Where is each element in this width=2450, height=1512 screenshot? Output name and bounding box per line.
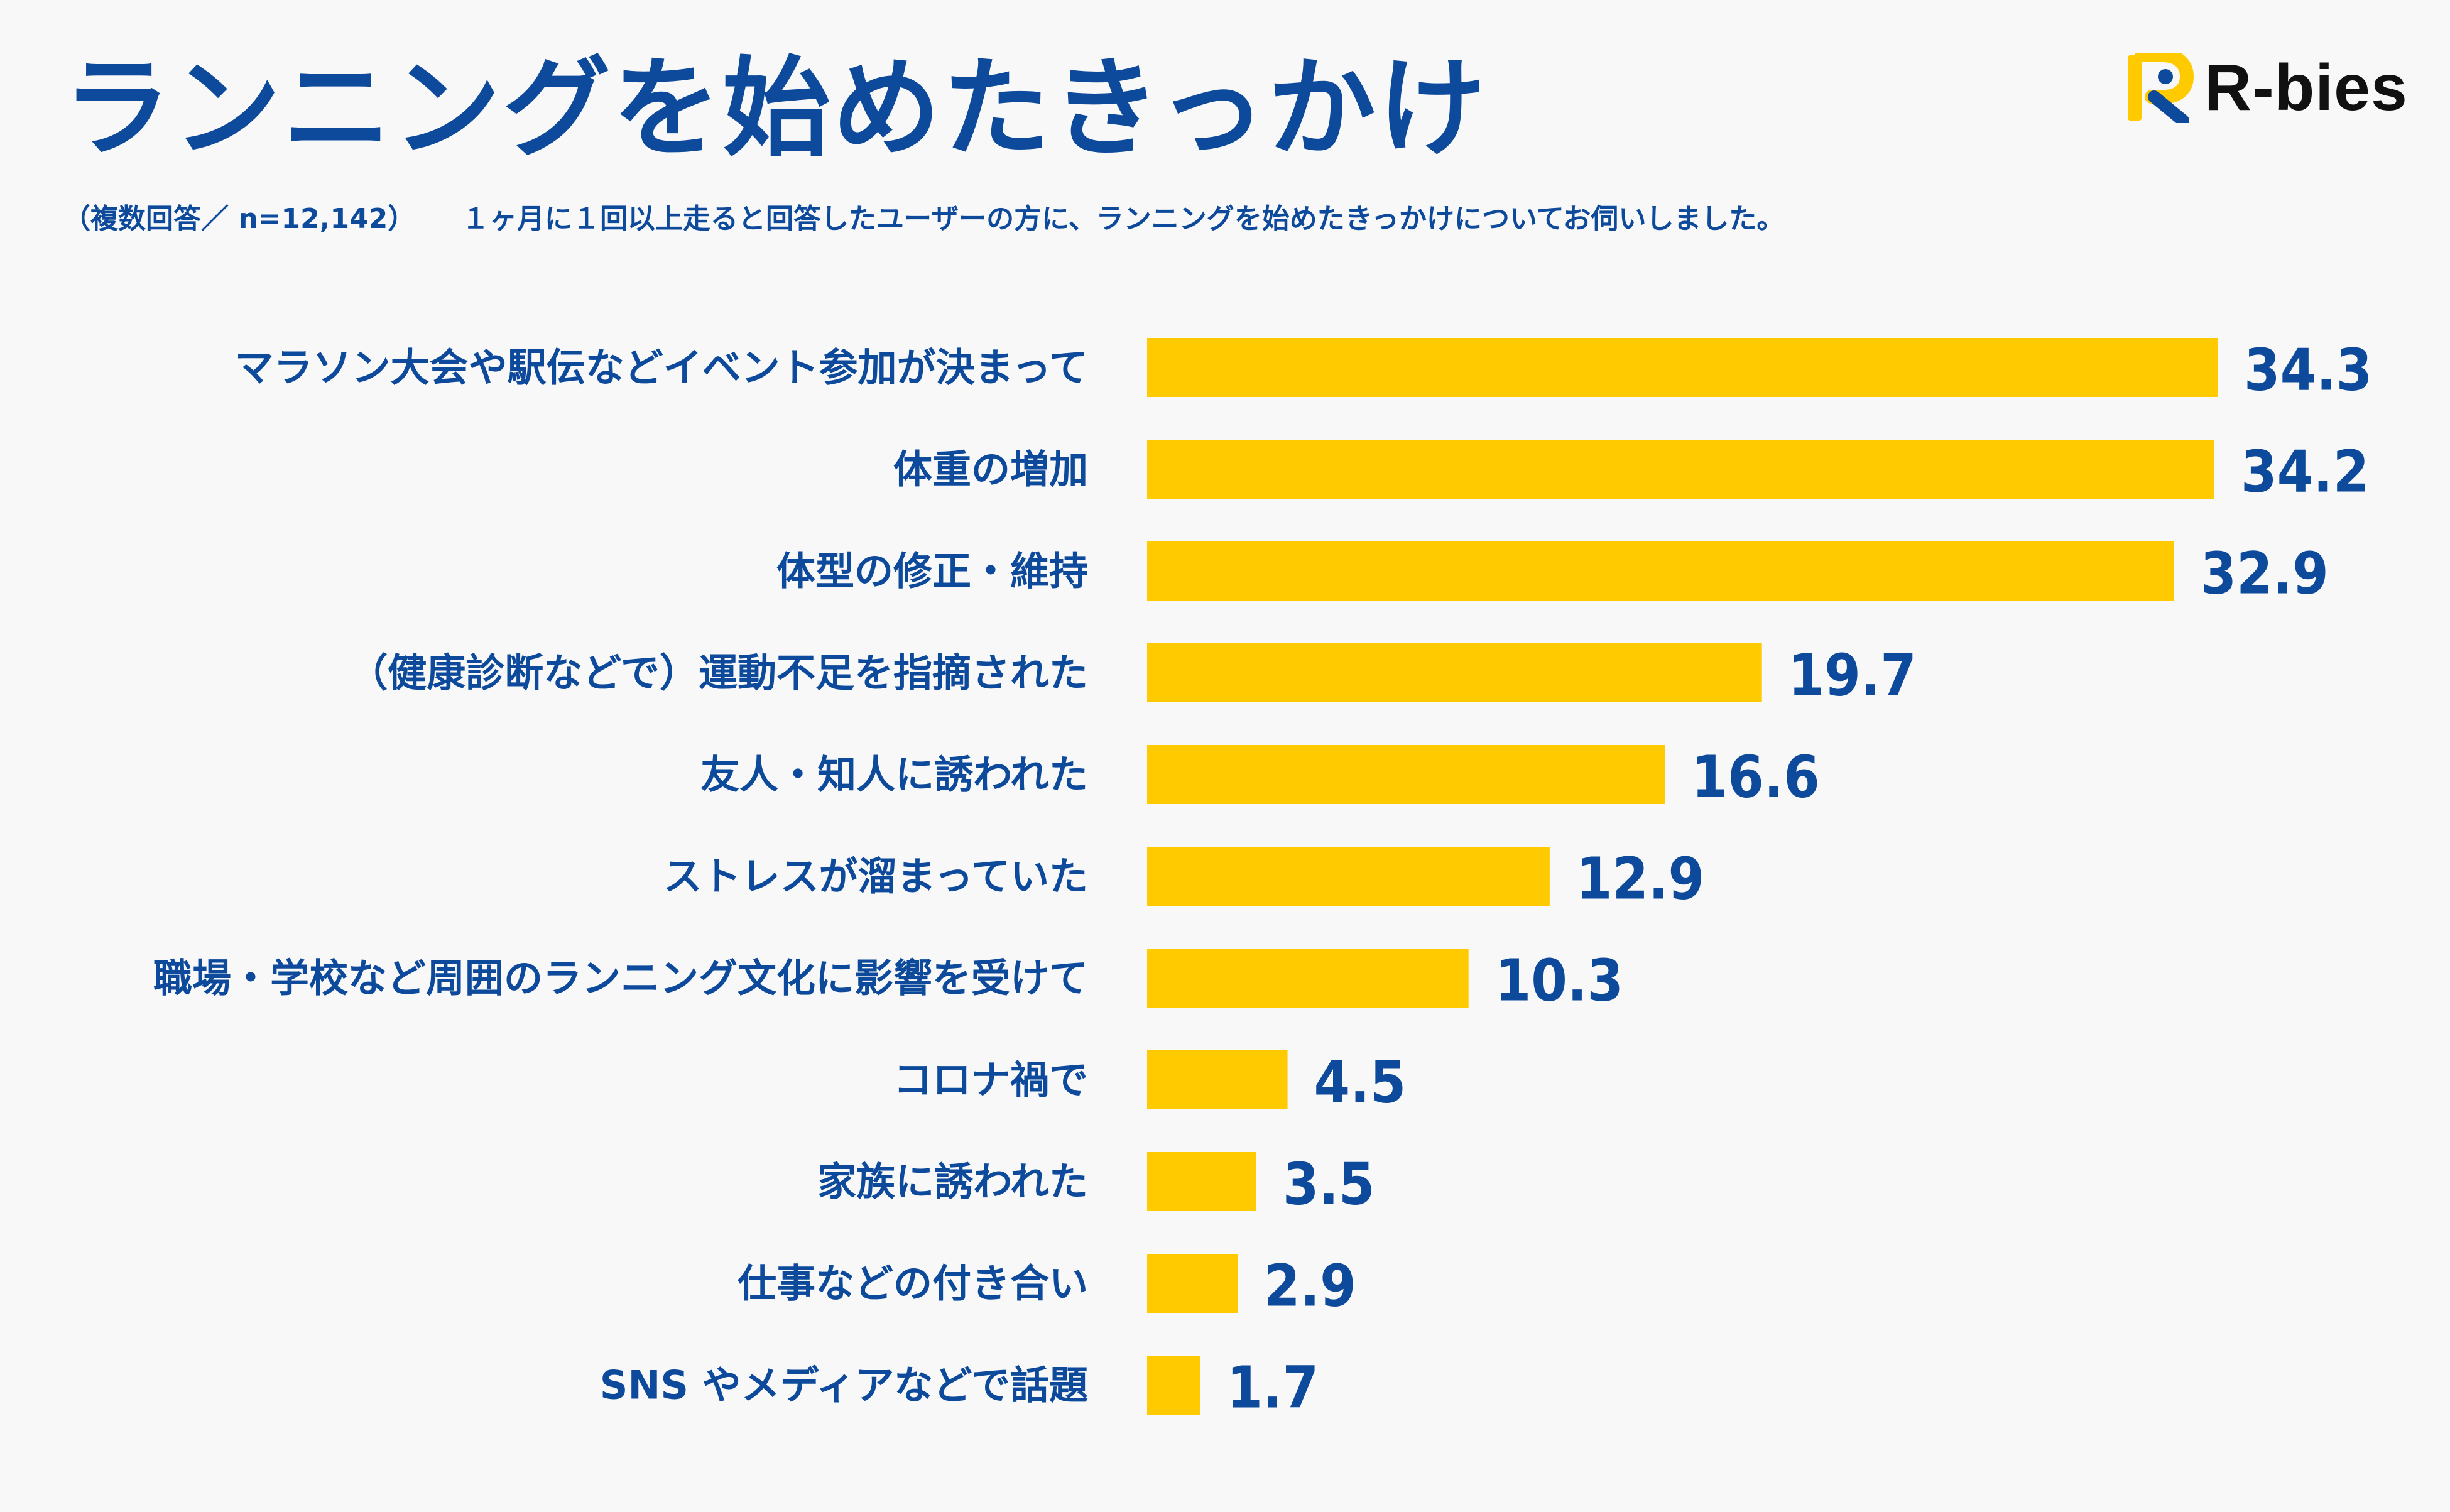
bar-group: （健康診断などで）運動不足を指摘された 19.7 [349,642,1917,709]
category-label: 体型の修正・維持 [776,548,1088,594]
r-bies-logo: R-bies [2126,51,2408,124]
bar [1147,949,1469,1008]
bar-group: SNS やメディアなどで話題 1.7 [600,1354,1319,1422]
value-label: 1.7 [1226,1354,1319,1422]
value-label: 19.7 [1788,642,1917,709]
bar-group: コロナ禍で 4.5 [893,1049,1406,1116]
bar-group: 家族に誘われた 3.5 [817,1151,1375,1218]
bar-group: マラソン大会や駅伝などイベント参加が決まって 34.3 [235,337,2373,404]
category-label: SNS やメディアなどで話題 [600,1362,1088,1408]
bar [1147,643,1762,702]
category-label: ストレスが溜まっていた [663,854,1088,900]
category-label: （健康診断などで）運動不足を指摘された [349,650,1088,696]
value-label: 3.5 [1283,1151,1375,1218]
bar-group: 友人・知人に誘われた 16.6 [700,744,1820,811]
value-label: 10.3 [1495,947,1623,1014]
bar-group: 体重の増加 34.2 [893,438,2369,506]
value-label: 34.2 [2241,438,2369,506]
bar-group: 体型の修正・維持 32.9 [776,540,2329,607]
value-label: 16.6 [1692,744,1820,811]
category-label: 体重の増加 [893,447,1088,492]
value-label: 12.9 [1576,846,1704,913]
bar [1147,847,1550,906]
value-label: 2.9 [1264,1253,1356,1320]
chart-title: ランニングを始めたきっかけ [63,45,1488,171]
bar-group: ストレスが溜まっていた 12.9 [663,846,1705,913]
bar [1147,1254,1238,1313]
value-label: 34.3 [2244,337,2372,404]
category-label: 友人・知人に誘われた [700,752,1088,798]
category-label: 職場・学校など周囲のランニング文化に影響を受けて [153,955,1088,1001]
survey-description: １ヶ月に１回以上走ると回答したユーザーの方に、ランニングを始めたきっかけについて… [462,203,1785,235]
category-label: 家族に誘われた [817,1159,1088,1205]
bar [1147,541,2174,601]
value-label: 32.9 [2200,540,2328,607]
bar [1147,745,1665,804]
category-label: マラソン大会や駅伝などイベント参加が決まって [235,345,1088,391]
bar [1147,1356,1200,1415]
sample-size-note: （複数回答／ n=12,142） [63,203,416,235]
logo-text: R-bies [2204,51,2408,124]
category-label: 仕事などの付き合い [738,1261,1088,1307]
r-bies-logo-icon [2128,53,2194,123]
bar [1147,1152,1256,1211]
bar-group: 仕事などの付き合い 2.9 [738,1253,1356,1320]
bar [1147,338,2218,397]
bar [1147,1050,1288,1109]
bar [1147,440,2215,499]
category-label: コロナ禍で [893,1057,1088,1103]
value-label: 4.5 [1314,1049,1407,1116]
bar-group: 職場・学校など周囲のランニング文化に影響を受けて 10.3 [153,947,1623,1014]
